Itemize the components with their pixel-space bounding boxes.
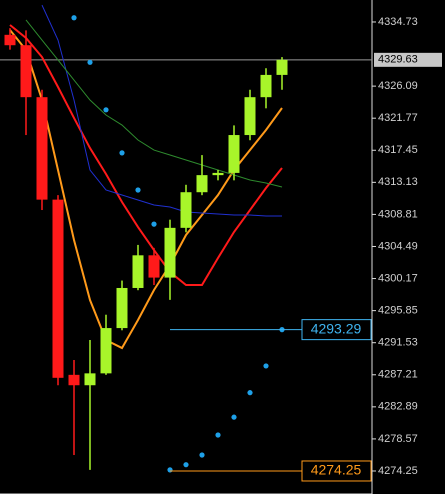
candle-body	[20, 45, 32, 98]
y-tick-label: 4274.25	[378, 465, 418, 477]
candle-body	[116, 287, 128, 329]
candle-body	[260, 74, 272, 98]
candle-body	[276, 59, 288, 75]
sar-dot	[87, 59, 93, 65]
current-price-label: 4329.63	[378, 54, 418, 66]
level-box	[301, 460, 372, 482]
sar-dot	[215, 432, 221, 438]
y-tick-label: 4317.45	[378, 144, 418, 156]
y-tick-label: 4287.21	[378, 369, 418, 381]
y-tick-label: 4334.73	[378, 16, 418, 28]
y-tick-label: 4282.89	[378, 401, 418, 413]
current-price-box	[374, 52, 442, 67]
y-tick-label: 4291.53	[378, 337, 418, 349]
indicator-line	[9, 24, 283, 287]
y-tick-label: 4300.17	[378, 272, 418, 284]
indicator-line	[25, 19, 283, 188]
y-tick-label: 4304.49	[378, 240, 418, 252]
candle-body	[148, 255, 160, 278]
y-tick-label: 4313.13	[378, 176, 418, 188]
candle-body	[180, 192, 192, 228]
y-tick-label: 4295.85	[378, 305, 418, 317]
sar-dot	[119, 150, 125, 156]
level-label: 4274.25	[311, 462, 362, 478]
candle-body	[100, 328, 112, 374]
y-tick-label: 4308.81	[378, 208, 418, 220]
candle-body	[68, 374, 80, 386]
candle-body	[84, 373, 96, 386]
candle-body	[212, 172, 224, 176]
y-tick-label: 4278.57	[378, 433, 418, 445]
sar-dot	[151, 221, 157, 227]
sar-dot	[247, 390, 253, 396]
candle-body	[228, 135, 240, 173]
candle-body	[164, 227, 176, 278]
candle-body	[36, 97, 48, 200]
level-box	[301, 319, 372, 341]
sar-dot	[103, 107, 109, 113]
y-tick-label: 4326.09	[378, 80, 418, 92]
sar-dot	[183, 462, 189, 468]
sar-dot	[71, 15, 77, 21]
y-tick-label: 4321.77	[378, 112, 418, 124]
candle-body	[52, 199, 64, 378]
indicator-line	[9, 29, 283, 350]
candle-body	[244, 97, 256, 136]
sar-dot	[199, 452, 205, 458]
candle-body	[4, 34, 16, 46]
indicator-line	[41, 4, 282, 217]
sar-dot	[167, 467, 173, 473]
level-label: 4293.29	[311, 320, 362, 336]
sar-dot	[263, 363, 269, 369]
candle-body	[196, 175, 208, 193]
candle-body	[132, 255, 144, 288]
sar-dot	[135, 187, 141, 193]
sar-dot	[231, 414, 237, 420]
